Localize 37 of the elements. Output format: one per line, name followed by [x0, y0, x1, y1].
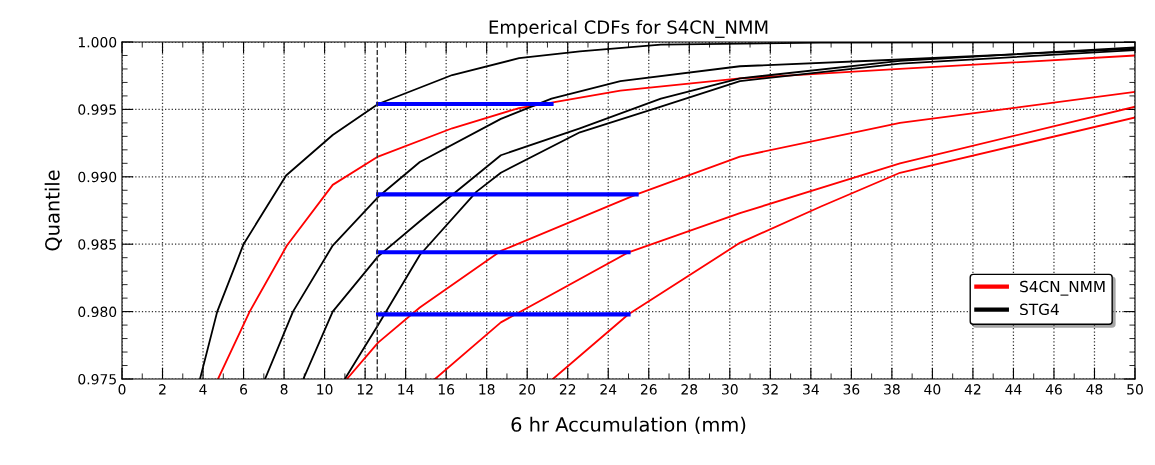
x-axis-title: 6 hr Accumulation (mm) — [511, 416, 746, 435]
x-tick-label: 12 — [357, 384, 373, 395]
x-tick-label: 18 — [479, 384, 495, 395]
x-tick-label: 22 — [559, 384, 576, 395]
y-tick-label: 0.990 — [78, 171, 117, 183]
x-tick-label: 2 — [159, 384, 166, 395]
x-tick-label: 0 — [118, 384, 126, 395]
x-tick-label: 32 — [762, 384, 778, 395]
y-tick-label: 0.985 — [78, 239, 116, 250]
x-tick-label: 4 — [199, 384, 207, 395]
x-tick-label: 24 — [600, 384, 617, 395]
x-tick-label: 48 — [1086, 384, 1103, 395]
x-tick-label: 8 — [280, 384, 288, 395]
x-tick-label: 46 — [1045, 384, 1062, 395]
x-tick-label: 42 — [964, 384, 981, 395]
x-tick-label: 6 — [240, 384, 248, 395]
x-tick-label: 14 — [398, 384, 414, 395]
x-tick-label: 10 — [317, 384, 333, 395]
y-tick-label: 0.995 — [78, 104, 116, 115]
y-tick-label: 0.980 — [78, 306, 117, 318]
x-tick-label: 30 — [722, 384, 738, 395]
x-tick-label: 44 — [1005, 384, 1022, 395]
y-tick-label: 0.975 — [78, 373, 116, 385]
legend-label: STG4 — [1020, 303, 1059, 316]
y-axis-title: Quantile — [44, 170, 62, 251]
x-tick-label: 40 — [924, 384, 941, 395]
x-tick-label: 26 — [640, 384, 657, 395]
legend-label: S4CN_NMM — [1020, 280, 1105, 296]
x-tick-label: 28 — [681, 384, 698, 395]
y-tick-label: 1.000 — [78, 36, 117, 48]
x-tick-label: 16 — [438, 384, 455, 395]
x-tick-label: 38 — [884, 384, 900, 395]
x-tick-label: 36 — [843, 384, 860, 395]
x-tick-label: 50 — [1127, 384, 1143, 395]
x-tick-label: 34 — [803, 384, 819, 395]
chart-title: Emperical CDFs for S4CN_NMM — [489, 19, 768, 38]
x-tick-label: 20 — [519, 384, 536, 395]
